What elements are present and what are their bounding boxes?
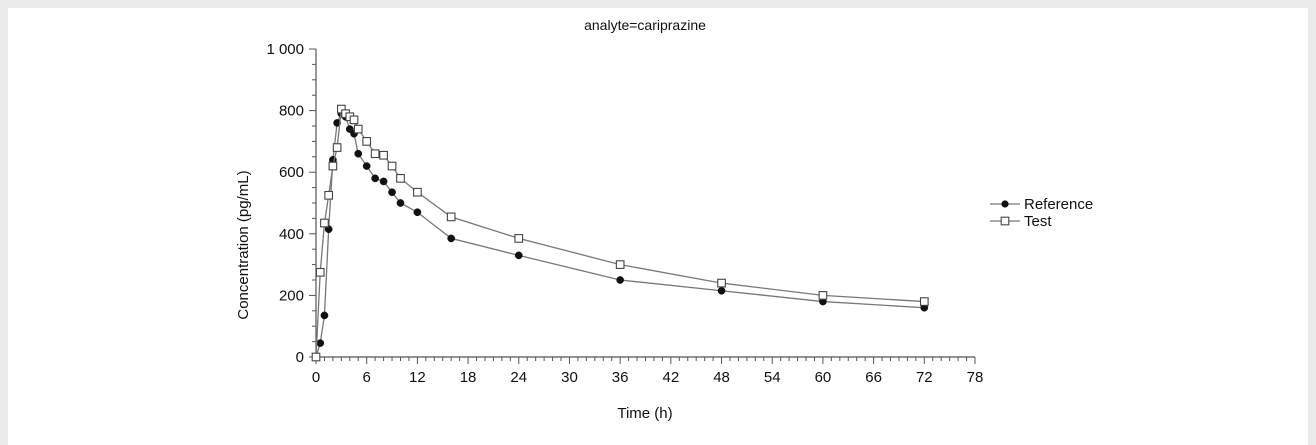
x-tick-label: 36 <box>612 369 629 386</box>
axes: 0 6 12 18 24 30 36 42 48 54 60 66 72 78 0 200 400 600 800 1… <box>266 41 983 386</box>
x-tick-label: 12 <box>409 369 426 386</box>
y-tick-label: 600 <box>279 164 304 181</box>
x-tick-label: 60 <box>815 369 832 386</box>
test-point <box>396 174 405 183</box>
test-point <box>446 212 456 222</box>
test-point <box>379 150 388 160</box>
reference-point <box>316 339 325 347</box>
reference-point <box>447 234 456 243</box>
x-tick-label: 72 <box>916 369 933 386</box>
test-point <box>413 187 422 197</box>
y-tick-label: 200 <box>279 287 304 304</box>
test-point <box>514 234 524 243</box>
test-point <box>311 352 321 362</box>
plot-area <box>311 104 929 362</box>
x-tick-label: 66 <box>865 369 882 386</box>
y-tick-label: 1 000 <box>266 41 304 58</box>
test-point <box>387 161 397 171</box>
x-tick-label: 42 <box>663 369 680 386</box>
x-tick-label: 0 <box>312 369 320 386</box>
test-point <box>615 260 625 269</box>
test-point <box>320 218 329 228</box>
x-tick-label: 78 <box>967 369 984 386</box>
reference-point <box>396 199 405 207</box>
test-point <box>370 149 380 159</box>
concentration-time-chart: analyte=cariprazine 0 6 12 18 24 30 36 42 48 54 60… <box>235 17 1093 422</box>
x-axis-label: Time (h) <box>617 405 672 422</box>
reference-point <box>371 174 379 183</box>
test-point <box>328 161 338 171</box>
test-point <box>717 278 726 288</box>
y-tick-label: 800 <box>279 103 304 120</box>
reference-point <box>388 188 396 197</box>
reference-legend-marker <box>1001 200 1009 208</box>
reference-series-line <box>315 112 925 358</box>
reference-point <box>514 251 523 260</box>
test-legend-marker <box>1000 216 1010 226</box>
x-tick-label: 6 <box>363 369 371 386</box>
y-tick-label: 0 <box>296 349 304 366</box>
test-point <box>324 190 334 200</box>
y-tick-label: 400 <box>279 226 304 243</box>
reference-point <box>379 177 388 186</box>
x-tick-label: 54 <box>764 369 781 386</box>
x-tick-label: 30 <box>561 369 578 386</box>
test-series-line <box>315 107 925 358</box>
y-axis-label: Concentration (pg/mL) <box>235 170 252 319</box>
reference-point <box>354 149 363 158</box>
reference-point <box>616 276 625 284</box>
test-legend-label: Test <box>1024 213 1052 230</box>
test-point <box>349 115 359 125</box>
reference-point <box>362 162 371 170</box>
x-tick-label: 18 <box>460 369 477 386</box>
test-point <box>315 267 325 277</box>
reference-legend-label: Reference <box>1024 196 1093 213</box>
reference-point <box>717 286 726 295</box>
reference-point <box>333 119 341 127</box>
test-point <box>353 124 363 134</box>
x-tick-label: 24 <box>510 369 527 386</box>
test-point <box>818 291 828 300</box>
chart-panel: analyte=cariprazine 0 6 12 18 24 30 36 42 48 54 60… <box>8 8 1308 445</box>
reference-point <box>413 208 422 217</box>
reference-point <box>320 311 329 320</box>
test-point <box>919 297 929 306</box>
x-tick-label: 48 <box>713 369 730 386</box>
test-point <box>332 143 342 152</box>
chart-title: analyte=cariprazine <box>584 17 706 33</box>
test-point <box>362 137 372 146</box>
